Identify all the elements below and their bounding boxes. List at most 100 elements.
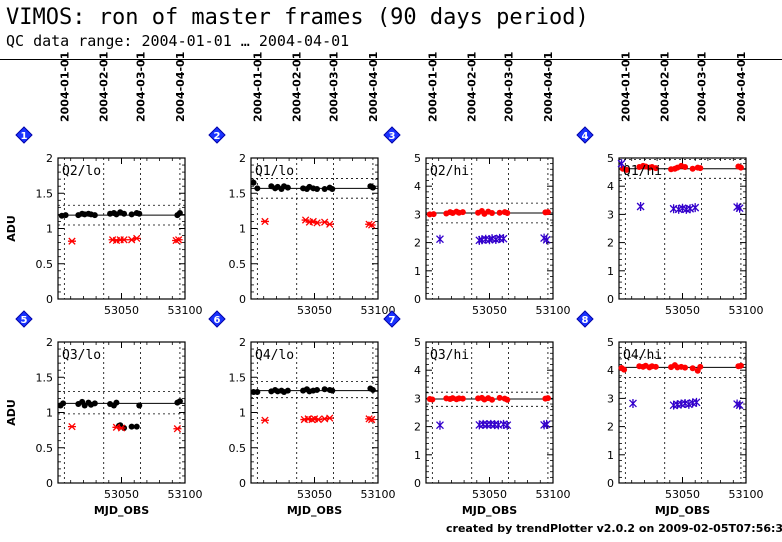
date-tick-label: 2004-04-01	[735, 52, 748, 122]
data-point	[459, 395, 466, 402]
plot-frame	[618, 157, 747, 300]
y-tick-label: 5	[414, 336, 421, 349]
panel-label: Q1/hi	[623, 164, 662, 179]
x-tick-label: 53050	[297, 488, 332, 501]
y-tick-label: 0	[607, 293, 614, 306]
y-tick-label: 2	[607, 237, 614, 250]
data-point	[91, 400, 98, 407]
plot-frame	[250, 157, 379, 300]
x-tick-label: 53050	[665, 304, 700, 317]
data-point	[692, 397, 701, 407]
y-tick-label: 3	[607, 208, 614, 221]
data-point	[496, 394, 503, 401]
data-point	[250, 179, 257, 186]
date-tick-label: 2004-01-01	[251, 52, 264, 122]
y-tick-label: 2	[414, 237, 421, 250]
chart-panel-8: 8 0 1 2 3 4 5 53050 53100 MJD_OBS Q4/hi	[576, 310, 764, 517]
y-tick-label: 2	[607, 421, 614, 434]
data-point	[486, 419, 495, 429]
date-tick-label: 2004-04-01	[367, 52, 380, 122]
data-point	[504, 396, 511, 403]
panel-label: Q4/hi	[623, 348, 662, 363]
data-point	[60, 400, 67, 407]
y-tick-label: 0	[414, 477, 421, 490]
date-tick-label: 2004-04-01	[174, 52, 187, 122]
chart-panel-4: 4 0 1 2 3 4 5 53050 53100 2004-01-01 2004-02-01 200…	[576, 52, 764, 317]
data-point	[617, 159, 626, 169]
y-tick-label: 1	[239, 407, 246, 420]
footer-credit: created by trendPlotter v2.0.2 on 2009-0…	[446, 522, 782, 535]
panel-number-badge-icon	[15, 126, 33, 144]
x-axis-title: MJD_OBS	[462, 504, 517, 517]
panel-label: Q3/hi	[430, 348, 469, 363]
data-point	[314, 386, 321, 393]
data-point	[254, 185, 261, 192]
data-point	[542, 419, 551, 429]
chart-panel-1: 1 0 0.5 1 1.5 2 53050 53100 ADU 2004-01-01 2004-02…	[5, 52, 203, 317]
x-tick-label: 53100	[361, 304, 396, 317]
data-point	[117, 424, 126, 432]
data-point	[314, 415, 323, 424]
data-point	[623, 166, 630, 173]
plot-frame	[57, 341, 186, 484]
plot-frame	[618, 341, 747, 484]
data-point	[367, 221, 376, 229]
x-tick-label: 53050	[104, 304, 139, 317]
data-point	[325, 414, 334, 422]
y-tick-label: 5	[607, 152, 614, 165]
chart-panel-6: 6 0 0.5 1 1.5 2 53050 53100 MJD_OBS Q4/lo	[208, 310, 396, 517]
data-point	[737, 164, 744, 171]
panel-label: Q4/lo	[255, 348, 294, 363]
data-point	[176, 209, 183, 216]
y-tick-label: 1.5	[229, 371, 247, 384]
y-tick-label: 1	[239, 223, 246, 236]
y-axis-title: ADU	[5, 399, 18, 426]
data-point	[489, 396, 496, 403]
date-tick-label: 2004-03-01	[503, 52, 516, 122]
y-tick-label: 0	[607, 477, 614, 490]
y-tick-label: 2	[239, 336, 246, 349]
data-point	[697, 165, 704, 172]
data-point	[682, 164, 689, 171]
y-tick-label: 0.5	[36, 442, 54, 455]
x-tick-label: 53050	[104, 488, 139, 501]
date-tick-label: 2004-04-01	[542, 52, 555, 122]
y-tick-label: 5	[414, 152, 421, 165]
data-point	[691, 203, 700, 213]
y-tick-label: 2	[46, 152, 53, 165]
x-tick-label: 53050	[472, 304, 507, 317]
plot-frame	[57, 157, 186, 300]
data-point	[62, 212, 69, 219]
data-point	[621, 366, 628, 373]
y-tick-label: 0.5	[36, 258, 54, 271]
y-axis-title: ADU	[5, 215, 18, 242]
date-tick-label: 2004-03-01	[328, 52, 341, 122]
y-tick-label: 1	[46, 223, 53, 236]
panel-number: 1	[21, 131, 28, 142]
data-point	[542, 235, 551, 245]
data-point	[629, 398, 637, 408]
date-tick-label: 2004-02-01	[659, 52, 672, 122]
page-title: VIMOS: ron of master frames (90 days per…	[6, 5, 589, 30]
data-point	[136, 210, 143, 217]
panel-number-badge-icon	[208, 126, 226, 144]
data-point	[735, 400, 744, 410]
x-tick-label: 53100	[168, 304, 203, 317]
date-tick-label: 2004-02-01	[291, 52, 304, 122]
y-tick-label: 2	[414, 421, 421, 434]
data-point	[459, 209, 466, 216]
data-point	[254, 389, 261, 396]
y-tick-label: 5	[607, 336, 614, 349]
data-point	[652, 363, 659, 370]
y-tick-label: 1	[607, 265, 614, 278]
y-tick-label: 1	[414, 449, 421, 462]
panel-label: Q2/lo	[62, 164, 101, 179]
panel-number-badge-icon	[383, 126, 401, 144]
y-tick-label: 1.5	[229, 187, 247, 200]
data-point	[136, 402, 143, 409]
data-point	[113, 399, 120, 406]
panel-number: 5	[21, 315, 28, 326]
date-tick-label: 2004-01-01	[426, 52, 439, 122]
chart-panel-2: 2 0 0.5 1 1.5 2 53050 53100 2004-01-01 2004-02-01…	[208, 52, 396, 317]
